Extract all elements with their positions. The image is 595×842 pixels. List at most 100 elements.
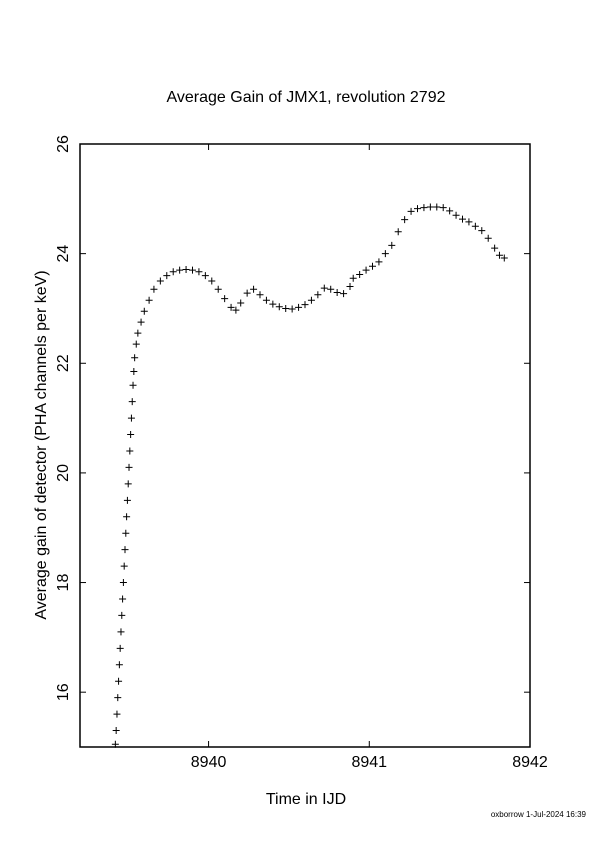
x-tick-label: 8941	[351, 754, 387, 771]
point	[407, 207, 415, 215]
point	[256, 291, 264, 299]
point	[269, 300, 277, 308]
point	[214, 285, 222, 293]
y-tick-label: 18	[55, 574, 72, 592]
point	[375, 258, 383, 266]
point	[282, 304, 290, 312]
point	[124, 480, 132, 488]
point	[414, 205, 421, 213]
point	[113, 710, 121, 718]
point	[128, 398, 136, 406]
point	[314, 291, 322, 299]
point	[439, 204, 447, 212]
point	[115, 677, 123, 685]
y-tick-label: 26	[55, 135, 72, 153]
point	[495, 251, 503, 259]
point	[137, 318, 145, 326]
point	[346, 283, 354, 291]
point	[433, 203, 441, 211]
point	[119, 579, 127, 587]
point	[500, 254, 508, 262]
point	[195, 268, 203, 276]
point	[131, 354, 139, 362]
point	[307, 296, 315, 304]
point	[189, 266, 196, 274]
point	[176, 266, 184, 274]
point	[134, 329, 142, 337]
point	[452, 211, 460, 219]
point	[446, 207, 454, 215]
point	[118, 611, 126, 619]
point	[420, 204, 428, 212]
point	[122, 529, 130, 537]
point	[484, 234, 492, 242]
x-tick-label: 8942	[512, 754, 548, 771]
point	[127, 431, 135, 439]
point	[478, 227, 486, 235]
point	[129, 381, 137, 389]
point	[320, 284, 328, 292]
point	[119, 595, 127, 603]
point	[182, 266, 190, 274]
point	[491, 244, 499, 252]
point	[145, 296, 153, 304]
point	[349, 274, 357, 282]
point	[275, 303, 283, 311]
point	[125, 463, 133, 471]
point	[130, 367, 138, 375]
point	[327, 285, 335, 293]
point	[121, 546, 129, 554]
point	[250, 285, 258, 293]
y-tick-label: 16	[55, 683, 72, 701]
point	[333, 289, 341, 297]
point	[388, 241, 396, 249]
point	[126, 447, 134, 455]
point	[117, 628, 125, 636]
point	[362, 266, 370, 274]
point	[163, 272, 171, 280]
point	[114, 694, 122, 702]
y-axis-title: Average gain of detector (PHA channels p…	[33, 270, 50, 619]
point	[116, 644, 124, 652]
point	[369, 262, 376, 270]
point	[243, 289, 251, 297]
point	[221, 295, 229, 303]
point	[112, 727, 120, 735]
point	[169, 268, 177, 276]
point	[471, 222, 479, 230]
point	[156, 277, 164, 285]
y-tick-label: 20	[55, 464, 72, 482]
point	[201, 272, 209, 280]
point	[465, 218, 473, 226]
x-axis-title: Time in IJD	[266, 791, 346, 808]
point	[262, 296, 270, 304]
point	[208, 277, 216, 285]
point	[232, 306, 240, 314]
point	[394, 228, 402, 236]
point	[237, 299, 245, 307]
point	[459, 215, 466, 223]
plot-frame	[79, 143, 531, 748]
point	[127, 414, 135, 422]
point	[123, 496, 131, 504]
point	[111, 740, 119, 748]
point	[401, 216, 409, 224]
chart-title: Average Gain of JMX1, revolution 2792	[167, 89, 446, 106]
point	[288, 305, 296, 313]
point	[426, 203, 434, 211]
y-tick-label: 24	[55, 245, 72, 263]
point	[356, 270, 364, 278]
point	[381, 250, 389, 258]
point	[140, 307, 148, 315]
point	[132, 340, 140, 348]
point	[227, 303, 235, 311]
point	[301, 301, 309, 309]
point	[120, 562, 128, 570]
point	[295, 303, 303, 311]
point	[150, 285, 158, 293]
x-tick-label: 8940	[191, 754, 227, 771]
point	[340, 290, 348, 298]
point	[115, 661, 123, 669]
